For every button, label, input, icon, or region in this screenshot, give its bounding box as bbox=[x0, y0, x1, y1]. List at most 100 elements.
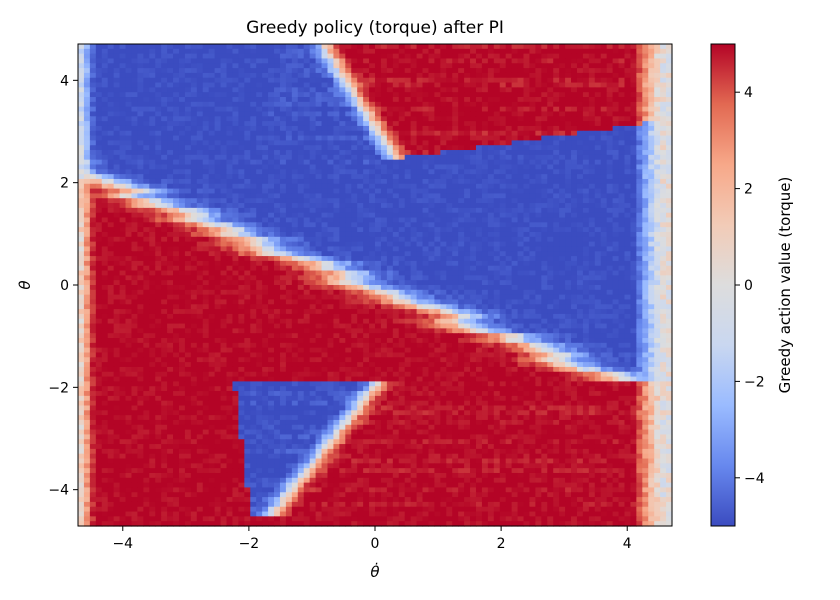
heatmap-cell bbox=[523, 227, 531, 233]
heatmap-cell bbox=[357, 174, 364, 180]
heatmap-cell bbox=[333, 92, 340, 98]
heatmap-cell bbox=[594, 97, 602, 103]
heatmap-cell bbox=[398, 145, 406, 151]
heatmap-cell bbox=[428, 145, 435, 151]
heatmap-cell bbox=[208, 251, 216, 257]
heatmap-cell bbox=[499, 125, 507, 132]
heatmap-cell bbox=[606, 92, 614, 98]
heatmap-cell bbox=[398, 212, 406, 219]
heatmap-cell bbox=[214, 236, 222, 243]
heatmap-cell bbox=[416, 227, 424, 233]
heatmap-cell bbox=[309, 135, 317, 141]
heatmap-cell bbox=[624, 251, 632, 257]
heatmap-cell bbox=[553, 275, 560, 281]
heatmap-cell bbox=[499, 97, 507, 103]
heatmap-cell bbox=[232, 217, 239, 223]
heatmap-cell bbox=[208, 260, 216, 267]
heatmap-cell bbox=[375, 145, 382, 151]
heatmap-cell bbox=[565, 164, 572, 170]
heatmap-cell bbox=[125, 58, 133, 64]
heatmap-cell bbox=[113, 125, 121, 132]
heatmap-cell bbox=[125, 101, 133, 108]
heatmap-cell bbox=[392, 72, 400, 79]
heatmap-cell bbox=[131, 159, 138, 166]
heatmap-cell bbox=[541, 111, 548, 117]
heatmap-cell bbox=[398, 68, 406, 74]
heatmap-cell bbox=[660, 121, 667, 127]
heatmap-cell bbox=[190, 265, 198, 272]
heatmap-cell bbox=[487, 53, 495, 60]
heatmap-cell bbox=[309, 159, 317, 166]
heatmap-cell bbox=[137, 270, 144, 276]
heatmap-cell bbox=[125, 231, 133, 238]
heatmap-cell bbox=[475, 198, 483, 204]
heatmap-cell bbox=[618, 241, 626, 248]
heatmap-cell bbox=[303, 116, 311, 122]
heatmap-cell bbox=[268, 63, 275, 69]
heatmap-cell bbox=[576, 198, 584, 204]
heatmap-cell bbox=[291, 135, 299, 141]
heatmap-cell bbox=[464, 135, 471, 141]
heatmap-cell bbox=[244, 227, 251, 233]
heatmap-cell bbox=[386, 140, 394, 146]
heatmap-cell bbox=[375, 72, 382, 79]
heatmap-cell bbox=[404, 106, 412, 113]
heatmap-cell bbox=[594, 92, 602, 98]
heatmap-cell bbox=[268, 188, 275, 195]
heatmap-cell bbox=[95, 183, 103, 190]
heatmap-cell bbox=[642, 121, 649, 127]
heatmap-cell bbox=[244, 140, 251, 146]
heatmap-cell bbox=[125, 68, 133, 74]
heatmap-cell bbox=[333, 207, 340, 214]
heatmap-cell bbox=[624, 111, 632, 117]
heatmap-cell bbox=[434, 270, 441, 276]
heatmap-cell bbox=[511, 280, 519, 286]
heatmap-cell bbox=[505, 135, 513, 141]
heatmap-cell bbox=[458, 101, 465, 108]
heatmap-cell bbox=[547, 260, 554, 267]
heatmap-cell bbox=[285, 169, 293, 175]
heatmap-cell bbox=[339, 44, 346, 50]
heatmap-cell bbox=[553, 246, 560, 252]
heatmap-cell bbox=[119, 231, 127, 238]
heatmap-cell bbox=[113, 159, 121, 166]
heatmap-cell bbox=[523, 246, 531, 252]
heatmap-cell bbox=[250, 193, 257, 199]
heatmap-cell bbox=[208, 183, 216, 190]
heatmap-cell bbox=[523, 270, 531, 276]
heatmap-cell bbox=[303, 97, 311, 103]
heatmap-cell bbox=[244, 241, 251, 248]
heatmap-cell bbox=[523, 212, 531, 219]
heatmap-cell bbox=[190, 227, 198, 233]
heatmap-cell bbox=[161, 106, 168, 113]
heatmap-cell bbox=[149, 251, 156, 257]
heatmap-cell bbox=[392, 159, 400, 166]
heatmap-cell bbox=[315, 256, 323, 262]
heatmap-cell bbox=[101, 251, 109, 257]
heatmap-cell bbox=[571, 275, 578, 281]
heatmap-cell bbox=[458, 87, 465, 93]
heatmap-cell bbox=[321, 222, 329, 228]
heatmap-cell bbox=[636, 188, 643, 195]
heatmap-cell bbox=[541, 256, 548, 262]
heatmap-cell bbox=[576, 145, 584, 151]
heatmap-cell bbox=[612, 203, 620, 209]
heatmap-cell bbox=[131, 97, 138, 103]
heatmap-cell bbox=[256, 212, 263, 219]
heatmap-cell bbox=[380, 231, 388, 238]
heatmap-cell bbox=[369, 236, 376, 243]
heatmap-cell bbox=[416, 275, 424, 281]
heatmap-cell bbox=[274, 63, 281, 69]
heatmap-cell bbox=[149, 150, 156, 156]
heatmap-cell bbox=[149, 145, 156, 151]
heatmap-cell bbox=[422, 130, 430, 137]
heatmap-cell bbox=[256, 183, 263, 190]
heatmap-cell bbox=[434, 183, 441, 190]
heatmap-cell bbox=[475, 246, 483, 252]
heatmap-cell bbox=[184, 121, 192, 127]
heatmap-cell bbox=[119, 44, 127, 50]
heatmap-cell bbox=[582, 135, 590, 141]
heatmap-cell bbox=[428, 251, 435, 257]
heatmap-cell bbox=[244, 116, 251, 122]
heatmap-cell bbox=[654, 92, 661, 98]
